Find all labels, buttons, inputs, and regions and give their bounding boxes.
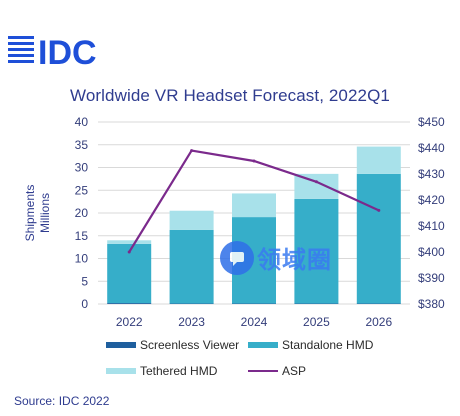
y-tick-label: 0 xyxy=(81,297,88,311)
idc-logo-text: IDC xyxy=(38,34,97,70)
bar-tethered-hmd xyxy=(169,210,214,230)
bar-screenless-viewer xyxy=(107,303,152,304)
legend-label: Tethered HMD xyxy=(140,364,218,378)
asp-point xyxy=(127,250,131,254)
bar-tethered-hmd xyxy=(232,193,276,218)
y-axis-label: ShipmentsMillions xyxy=(23,185,52,242)
legend-swatch xyxy=(248,342,278,348)
x-tick-label: 2026 xyxy=(365,315,392,329)
y-tick-label: 10 xyxy=(75,252,89,266)
bar-standalone-hmd xyxy=(169,229,214,304)
y2-tick-label: $410 xyxy=(418,219,445,233)
bar-standalone-hmd xyxy=(107,243,152,304)
y2-tick-label: $440 xyxy=(418,141,445,155)
asp-point xyxy=(190,149,194,153)
y-tick-label: 15 xyxy=(75,229,89,243)
chart-svg: 0510152025303540$380$390$400$410$420$430… xyxy=(23,115,445,329)
source-note: Source: IDC 2022 xyxy=(14,394,110,408)
y2-tick-label: $430 xyxy=(418,167,445,181)
watermark: 领域圈 xyxy=(220,240,332,275)
legend-swatch xyxy=(106,342,136,348)
watermark-text: 领域圈 xyxy=(257,247,332,274)
legend-label: ASP xyxy=(282,364,307,378)
y-tick-label: 20 xyxy=(75,206,89,220)
asp-point xyxy=(314,180,318,184)
bar-standalone-hmd xyxy=(356,173,401,304)
bar-standalone-hmd xyxy=(294,198,339,304)
legend-item-asp: ASP xyxy=(248,364,306,378)
y2-tick-label: $380 xyxy=(418,297,445,311)
x-tick-label: 2024 xyxy=(241,315,268,329)
y-tick-label: 5 xyxy=(81,274,88,288)
legend-label: Screenless Viewer xyxy=(140,338,240,352)
x-tick-label: 2023 xyxy=(178,315,205,329)
x-tick-label: 2022 xyxy=(116,315,143,329)
y-tick-label: 40 xyxy=(75,115,89,129)
legend-label: Standalone HMD xyxy=(282,338,374,352)
y2-tick-label: $450 xyxy=(418,115,445,129)
bar-tethered-hmd xyxy=(356,146,401,174)
x-tick-label: 2025 xyxy=(303,315,330,329)
chart-title: Worldwide VR Headset Forecast, 2022Q1 xyxy=(70,86,390,105)
legend-item-tethered: Tethered HMD xyxy=(106,364,217,378)
bar-tethered-hmd xyxy=(107,240,152,244)
y2-tick-label: $390 xyxy=(418,271,445,285)
legend-item-standalone: Standalone HMD xyxy=(248,338,373,352)
legend-item-screenless: Screenless Viewer xyxy=(106,338,239,352)
watermark-badge-icon xyxy=(220,240,254,275)
asp-point xyxy=(252,159,256,163)
asp-point xyxy=(377,208,381,212)
legend-swatch xyxy=(106,368,136,374)
y-tick-label: 25 xyxy=(75,183,89,197)
y2-tick-label: $420 xyxy=(418,193,445,207)
idc-logo: IDC xyxy=(8,34,97,70)
legend-line xyxy=(248,370,278,372)
y-tick-label: 30 xyxy=(75,161,89,175)
y2-tick-label: $400 xyxy=(418,245,445,259)
y-tick-label: 35 xyxy=(75,138,89,152)
idc-globe-icon xyxy=(8,36,34,63)
